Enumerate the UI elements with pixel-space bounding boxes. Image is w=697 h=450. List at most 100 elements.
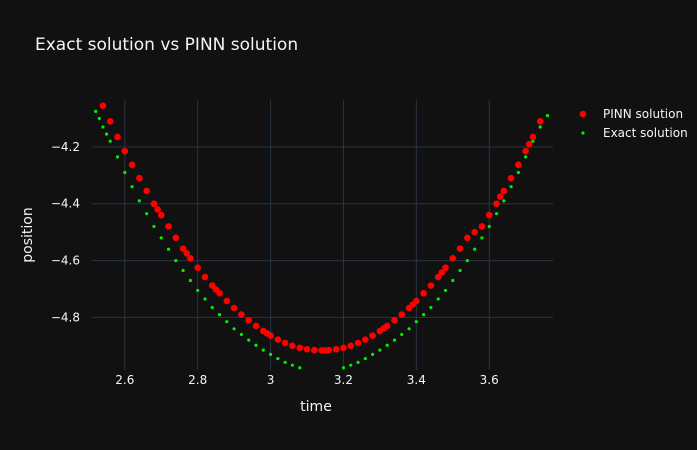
data-point: [522, 148, 529, 155]
x-tick-labels: 2.6 2.8 3 3.2 3.4 3.6: [115, 373, 499, 387]
data-point: [415, 320, 418, 323]
legend-label: PINN solution: [603, 107, 683, 121]
data-point: [398, 311, 405, 318]
data-point: [429, 306, 432, 309]
data-point: [407, 327, 410, 330]
data-point: [480, 236, 483, 239]
y-tick-label: −4.6: [51, 254, 80, 268]
data-point: [238, 311, 245, 318]
data-point: [311, 347, 318, 354]
data-point: [479, 223, 486, 230]
legend[interactable]: PINN solution Exact solution: [580, 107, 688, 140]
data-point: [289, 343, 296, 350]
data-point: [495, 212, 498, 215]
data-point: [400, 333, 403, 336]
data-point: [451, 279, 454, 282]
legend-item[interactable]: Exact solution: [581, 126, 687, 140]
data-point: [364, 357, 367, 360]
data-point: [508, 175, 515, 182]
data-point: [143, 188, 150, 195]
data-point: [100, 102, 107, 109]
data-point: [369, 332, 376, 339]
data-point: [333, 346, 340, 353]
data-point: [526, 141, 533, 148]
y-axis-title: position: [20, 207, 36, 262]
legend-marker: [580, 111, 587, 118]
data-point: [160, 236, 163, 239]
data-point: [515, 162, 522, 169]
data-point: [326, 347, 333, 354]
data-point: [458, 269, 461, 272]
data-point: [473, 248, 476, 251]
data-point: [231, 305, 238, 312]
data-point: [530, 134, 537, 141]
data-point: [254, 344, 257, 347]
x-tick-label: 3.6: [480, 373, 499, 387]
x-gridlines: [125, 100, 489, 370]
y-gridlines: [92, 147, 553, 318]
data-point: [517, 171, 520, 174]
data-point: [151, 200, 158, 207]
data-point: [362, 336, 369, 343]
data-point: [391, 317, 398, 324]
data-point: [356, 361, 359, 364]
data-point: [129, 162, 136, 169]
data-point: [225, 320, 228, 323]
x-tick-label: 3.4: [407, 373, 426, 387]
data-point: [121, 148, 128, 155]
series-0: [100, 102, 544, 353]
data-point: [109, 140, 112, 143]
data-point: [196, 289, 199, 292]
data-point: [233, 327, 236, 330]
data-point: [284, 361, 287, 364]
data-point: [296, 345, 303, 352]
x-tick-label: 3: [267, 373, 275, 387]
y-tick-labels: −4.2 −4.4 −4.6 −4.8: [51, 140, 80, 325]
data-point: [282, 340, 289, 347]
data-point: [471, 229, 478, 236]
data-point: [218, 313, 221, 316]
data-point: [158, 212, 165, 219]
data-point: [275, 336, 282, 343]
x-tick-label: 2.6: [115, 373, 134, 387]
data-point: [114, 134, 121, 141]
data-point: [384, 323, 391, 330]
data-point: [442, 264, 449, 271]
data-point: [393, 339, 396, 342]
data-point: [464, 235, 471, 242]
data-point: [413, 298, 420, 305]
data-point: [202, 274, 209, 281]
data-point: [355, 340, 362, 347]
data-point: [123, 171, 126, 174]
data-point: [501, 188, 508, 195]
data-point: [224, 298, 231, 305]
data-point: [189, 279, 192, 282]
data-point: [378, 349, 381, 352]
data-point: [262, 349, 265, 352]
data-point: [130, 185, 133, 188]
data-point: [437, 297, 440, 300]
data-point: [444, 289, 447, 292]
x-tick-label: 3.2: [334, 373, 353, 387]
data-point: [304, 346, 311, 353]
data-point: [342, 366, 345, 369]
y-tick-label: −4.4: [51, 197, 80, 211]
data-point: [276, 357, 279, 360]
data-point: [466, 259, 469, 262]
data-point: [203, 297, 206, 300]
data-point: [502, 199, 505, 202]
data-point: [187, 255, 194, 262]
legend-marker: [581, 131, 584, 134]
data-point: [173, 235, 180, 242]
data-point: [138, 199, 141, 202]
data-point: [174, 259, 177, 262]
data-point: [211, 306, 214, 309]
data-points: [94, 102, 549, 369]
y-tick-label: −4.2: [51, 140, 80, 154]
data-point: [136, 175, 143, 182]
data-point: [269, 353, 272, 356]
legend-item[interactable]: PINN solution: [580, 107, 683, 121]
data-point: [428, 282, 435, 289]
data-point: [107, 118, 114, 125]
